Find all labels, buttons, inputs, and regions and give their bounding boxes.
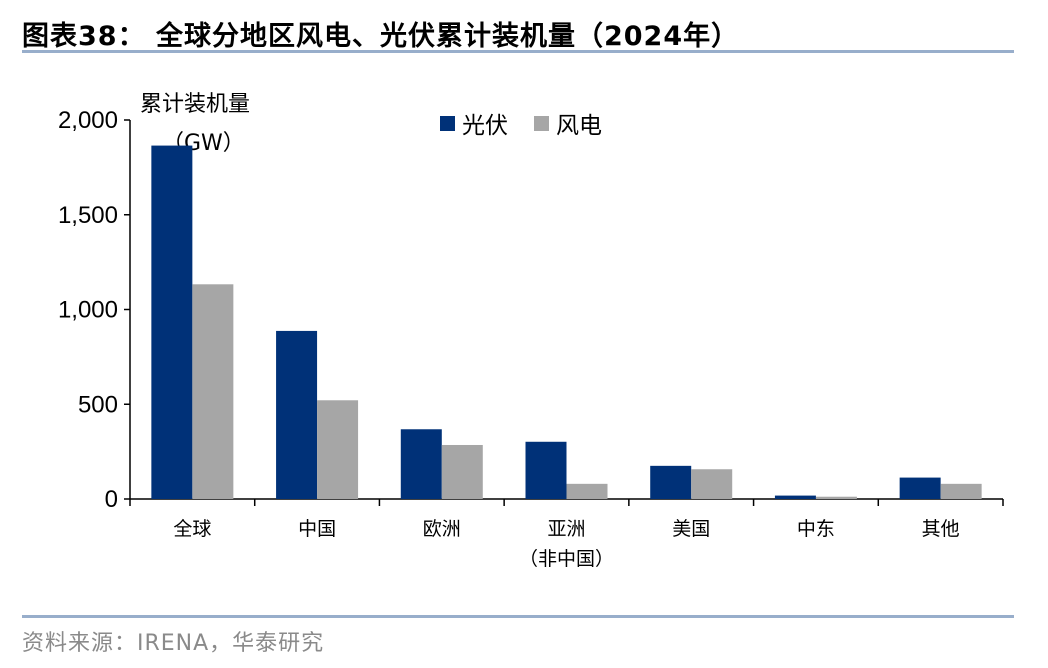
legend-swatch-solar [440,116,455,131]
x-category-label: 中东 [797,518,835,540]
y-tick-label: 1,000 [58,297,118,324]
figure-title: 图表38： 全球分地区风电、光伏累计装机量（2024年） [22,21,740,52]
bar-wind [691,469,733,499]
bar-wind [192,284,234,499]
y-tick-label: 1,500 [58,202,118,229]
bar-wind [815,496,857,499]
bar-solar [650,465,692,499]
legend-label-solar: 光伏 [462,113,508,139]
footer-divider [22,615,1014,618]
bar-solar [400,429,442,499]
bar-solar [774,495,816,499]
source-note: 资料来源：IRENA，华泰研究 [22,631,325,656]
bar-solar [151,145,193,499]
bar-solar [899,477,941,499]
x-category-label: 其他 [922,518,960,540]
x-category-label: 美国 [672,518,710,540]
y-axis-title: 累计装机量 [140,92,250,117]
x-category-label: 欧洲 [423,518,461,540]
bar-wind [317,400,359,499]
bar-solar [276,330,318,499]
x-category-sublabel: （非中国） [519,548,614,570]
y-tick-label: 2,000 [58,107,118,134]
x-category-label: 中国 [298,518,336,540]
bar-wind [566,483,608,499]
y-tick-label: 500 [78,391,118,418]
x-category-label: 亚洲 [547,518,585,540]
legend-label-wind: 风电 [556,113,602,139]
bar-wind [940,483,982,499]
x-category-label: 全球 [173,518,211,540]
bar-wind [441,444,483,499]
y-tick-label: 0 [105,486,118,513]
bar-solar [525,441,567,499]
title-divider [22,50,1014,53]
legend-swatch-wind [534,116,549,131]
